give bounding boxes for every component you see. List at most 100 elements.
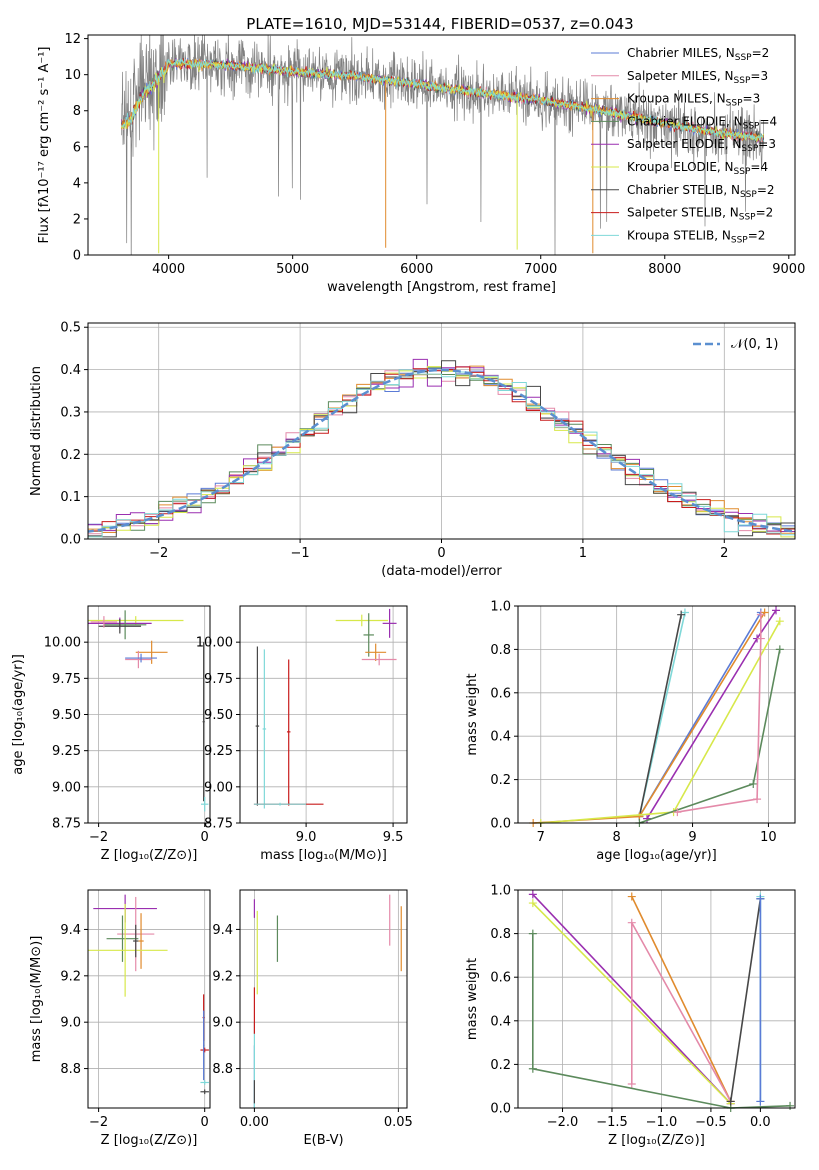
salpeter_miles-marker xyxy=(756,634,765,643)
y-tick-label: 9.2 xyxy=(60,969,81,984)
plot-area xyxy=(121,35,765,255)
legend-label: Salpeter ELODIE, NSSP=3 xyxy=(627,137,776,154)
legend-label: Chabrier MILES, NSSP=2 xyxy=(627,46,769,63)
y-tick-label: 0.3 xyxy=(60,405,81,420)
chabrier_elodie-marker xyxy=(528,1064,537,1073)
y-tick-label: 0.2 xyxy=(490,1058,511,1073)
chabrier_stelib-marker xyxy=(677,610,686,619)
x-tick-label: 5000 xyxy=(276,262,309,277)
legend-label: Kroupa STELIB, NSSP=2 xyxy=(627,228,765,245)
y-tick-label: 0.6 xyxy=(490,971,511,986)
x-tick-label: 0 xyxy=(201,1115,209,1130)
x-axis-label: Z [log₁₀(Z/Z⊙)] xyxy=(608,1133,705,1148)
x-tick-label: 0.0 xyxy=(750,1115,771,1130)
x-tick-label: 7 xyxy=(537,830,545,845)
x-tick-label: 8000 xyxy=(648,262,681,277)
plot-area xyxy=(88,358,795,538)
salpeter_elodie-marker xyxy=(528,890,537,899)
x-tick-label: 0.05 xyxy=(384,1115,413,1130)
x-axis-label: E(B-V) xyxy=(303,1133,343,1148)
kroupa_stelib-spectrum-line xyxy=(121,58,765,143)
mass-vs-ebv-panel: 0.00 0.05 8.8 9.0 9.2 9.4 E(B-V) xyxy=(212,889,413,1148)
axes-frame xyxy=(517,605,796,824)
y-tick-label: 0.4 xyxy=(490,1014,511,1029)
chabrier_stelib-weight-line xyxy=(729,898,762,1102)
chabrier_elodie-marker xyxy=(775,645,784,654)
chabrier_miles-marker xyxy=(756,1097,765,1106)
salpeter_miles-marker xyxy=(627,1080,636,1089)
x-tick-label: 6000 xyxy=(400,262,433,277)
y-tick-label: 0.1 xyxy=(60,490,81,505)
salpeter_miles-marker xyxy=(756,610,765,619)
y-tick-label: 8.75 xyxy=(204,817,233,832)
y-tick-label: 6 xyxy=(73,140,81,155)
legend-label: Salpeter STELIB, NSSP=2 xyxy=(627,206,773,223)
kroupa_elodie-spectrum-line xyxy=(121,58,765,143)
y-tick-label: 0.2 xyxy=(490,773,511,788)
kroupa_stelib-histogram xyxy=(88,369,795,538)
weight-vs-age-panel: 7 8 9 10 0.0 0.2 0.4 0.6 0.8 1.0 age [log₁₀(age/yr… xyxy=(465,600,796,863)
y-tick-label: 9.0 xyxy=(60,1016,81,1031)
x-axis-label: (data-model)/error xyxy=(381,564,502,579)
x-axis-label: mass [log₁₀(M/M⊙)] xyxy=(260,848,387,863)
chabrier_elodie-marker xyxy=(786,1101,795,1110)
y-tick-label: 10.00 xyxy=(44,636,81,651)
y-tick-label: 9.75 xyxy=(204,672,233,687)
y-tick-label: 9.4 xyxy=(212,923,233,938)
y-tick-label: 9.50 xyxy=(204,708,233,723)
x-axis-label: Z [log₁₀(Z/Z⊙)] xyxy=(101,1133,198,1148)
spectrum-panel: 4000 5000 6000 7000 8000 9000 0 2 4 6 8 10 12 wavelen… xyxy=(37,32,805,295)
y-tick-label: 9.2 xyxy=(212,969,233,984)
y-tick-label: 0.2 xyxy=(60,448,81,463)
y-tick-label: 0.8 xyxy=(490,643,511,658)
chabrier_elodie-marker xyxy=(528,929,537,938)
chabrier_stelib-weight-line xyxy=(638,614,682,817)
y-tick-label: 1.0 xyxy=(490,884,511,899)
y-tick-label: 0.0 xyxy=(490,817,511,832)
x-tick-label: 0 xyxy=(437,546,445,561)
y-tick-label: 8.75 xyxy=(52,817,81,832)
x-tick-label: 9.0 xyxy=(296,830,317,845)
residuals-panel: −2 −1 0 1 2 0.0 0.1 0.2 0.3 0.4 0.5 (data-model)/er… xyxy=(29,321,796,579)
y-tick-label: 9.75 xyxy=(52,672,81,687)
y-tick-label: 10.00 xyxy=(196,636,233,651)
y-tick-label: 4 xyxy=(73,176,81,191)
legend-label: Chabrier STELIB, NSSP=2 xyxy=(627,183,775,200)
x-tick-label: 0 xyxy=(201,830,209,845)
y-tick-label: 9.50 xyxy=(52,708,81,723)
y-tick-label: 8.8 xyxy=(60,1062,81,1077)
y-tick-label: 0.4 xyxy=(490,730,511,745)
y-axis-label: Normed distribution xyxy=(29,366,44,496)
y-tick-label: 12 xyxy=(64,32,81,47)
x-tick-label: −2 xyxy=(149,546,168,561)
x-tick-label: 2 xyxy=(720,546,728,561)
x-tick-label: 0.00 xyxy=(240,1115,269,1130)
y-tick-label: 8.8 xyxy=(212,1062,233,1077)
legend-label: Kroupa ELODIE, NSSP=4 xyxy=(627,160,768,177)
y-tick-label: 0.4 xyxy=(60,363,81,378)
y-axis-label: mass weight xyxy=(465,958,480,1040)
legend-label: 𝒩(0, 1) xyxy=(731,337,778,352)
x-tick-label: 9.5 xyxy=(383,830,404,845)
x-tick-label: −2.0 xyxy=(547,1115,579,1130)
spectrum-title: PLATE=1610, MJD=53144, FIBERID=0537, z=0… xyxy=(246,15,633,33)
x-tick-label: 7000 xyxy=(524,262,557,277)
x-tick-label: −1.5 xyxy=(596,1115,628,1130)
y-tick-label: 8 xyxy=(73,104,81,119)
salpeter_miles-marker xyxy=(673,808,682,817)
plot-area xyxy=(529,606,784,827)
x-tick-label: −2 xyxy=(89,1115,108,1130)
plot-area xyxy=(253,894,402,1108)
plot-area xyxy=(528,890,795,1112)
y-axis-label: mass [log₁₀(M/M⊙)] xyxy=(29,936,44,1063)
axes-frame xyxy=(87,34,796,256)
y-tick-label: 0.8 xyxy=(490,927,511,942)
chabrier_miles-marker xyxy=(756,894,765,903)
x-axis-label: Z [log₁₀(Z/Z⊙)] xyxy=(101,848,198,863)
plot-area xyxy=(253,608,397,809)
x-axis-label: age [log₁₀(age/yr)] xyxy=(596,848,717,863)
kroupa_miles-marker xyxy=(627,892,636,901)
y-tick-label: 9.4 xyxy=(60,923,81,938)
y-tick-label: 9.00 xyxy=(204,780,233,795)
age-vs-z-panel: −2 0 8.75 9.00 9.25 9.50 9.75 10.00 Z [log₁₀(Z/Z… xyxy=(11,605,211,863)
